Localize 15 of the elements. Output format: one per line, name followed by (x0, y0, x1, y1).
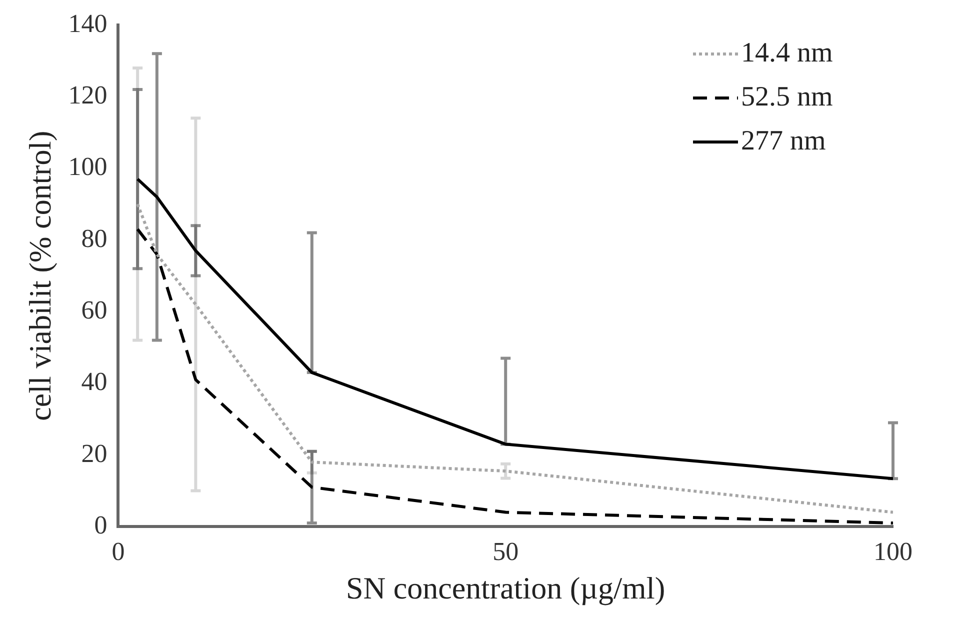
y-tick-label: 140 (68, 8, 108, 38)
y-tick-label: 60 (81, 295, 108, 324)
x-tick-label: 50 (492, 537, 519, 566)
legend-label: 14.4 nm (741, 37, 833, 68)
legend-label: 277 nm (741, 125, 826, 156)
y-axis-title: cell viabilit (% control) (22, 130, 58, 421)
y-tick-label: 100 (68, 152, 108, 182)
y-tick-label: 120 (68, 80, 108, 110)
x-axis-title: SN concentration (µg/ml) (346, 570, 666, 606)
y-tick-label: 20 (81, 438, 108, 468)
y-tick-label: 0 (94, 510, 108, 540)
x-tick-label: 100 (874, 537, 912, 566)
y-tick-label: 40 (81, 367, 108, 396)
y-tick-label: 80 (81, 224, 108, 253)
legend-label: 52.5 nm (741, 81, 833, 112)
